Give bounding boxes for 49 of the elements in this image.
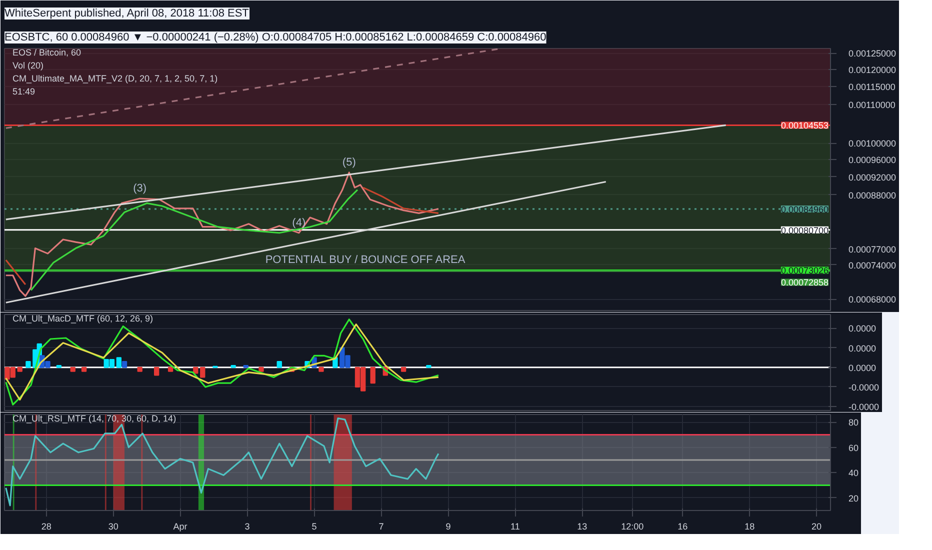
x-tick-label: 5 <box>312 522 317 532</box>
ref-line-label: 0.00104553 <box>780 120 829 131</box>
annotation: POTENTIAL BUY / BOUNCE OFF AREA <box>265 254 466 266</box>
x-tick-label: 18 <box>744 522 755 532</box>
y-tick-label: 0.0000 <box>848 362 876 373</box>
x-tick-label: 16 <box>678 522 688 532</box>
ref-line-label: 0.00072858 <box>780 278 829 288</box>
x-tick-label: 30 <box>108 522 118 532</box>
y-tick-label: 0.00125000 <box>848 48 896 58</box>
annotation: 51:49 <box>12 86 36 96</box>
x-tick-label: 7 <box>378 522 384 532</box>
ref-line-label: 0.00080700 <box>780 225 829 236</box>
y-tick-label: 0.00077000 <box>848 244 896 254</box>
y-tick-label: 0.00120000 <box>848 65 896 75</box>
y-tick-label: 20 <box>848 493 859 504</box>
y-tick-label: 60 <box>848 442 859 453</box>
chart-subtitle: EOSBTC, 60 0.00084960 ▼ −0.00000241 (−0.28%) O:0.00084705 H:0.00085162 L:0.00084659 C:0.00084960 <box>4 32 546 44</box>
x-tick-label: 13 <box>577 522 588 532</box>
y-tick-label: 40 <box>848 468 859 478</box>
ref-line-label: 0.00073026 <box>780 266 829 276</box>
y-tick-label: 0.0000 <box>848 324 876 334</box>
chart-title: WhiteSerpent published, April 08, 2018 11:08 EST <box>4 8 250 20</box>
y-tick-label: 0.00110000 <box>848 100 896 110</box>
y-tick-label: 80 <box>848 418 859 428</box>
x-tick-label: 12:00 <box>621 522 644 532</box>
x-tick-label: 9 <box>446 522 451 532</box>
annotation: (3) <box>133 182 147 195</box>
y-tick-label: 0.00096000 <box>848 155 896 166</box>
annotation: CM_Ultimate_MA_MTF_V2 (D, 20, 7, 1, 2, 50, 7, 1) <box>12 74 218 84</box>
x-tick-label: Apr <box>173 522 188 532</box>
x-tick-label: 11 <box>510 522 520 532</box>
y-tick-label: 0.00074000 <box>848 260 896 270</box>
x-tick-label: 20 <box>812 522 822 532</box>
annotation: (5) <box>342 156 356 169</box>
x-tick-label: 28 <box>41 522 52 532</box>
annotation: CM_Ult_MacD_MTF (60, 12, 26, 9) <box>12 314 154 324</box>
y-tick-label: 0.00100000 <box>848 138 896 149</box>
annotation: EOS / Bitcoin, 60 <box>12 48 82 58</box>
annotation: (4) <box>292 216 306 229</box>
y-tick-label: 0.00115000 <box>848 82 896 92</box>
y-tick-label: 0.00092000 <box>848 172 896 182</box>
ref-line-label: 0.00084960 <box>780 204 829 215</box>
y-tick-label: -0.0000 <box>848 382 880 392</box>
y-tick-label: -0.0000 <box>848 402 880 412</box>
x-tick-label: 3 <box>244 522 250 532</box>
y-tick-label: 0.00068000 <box>848 294 896 305</box>
annotation: Vol (20) <box>12 60 44 70</box>
y-tick-label: 0.00088000 <box>848 190 896 200</box>
y-tick-label: 0.0000 <box>848 343 876 354</box>
